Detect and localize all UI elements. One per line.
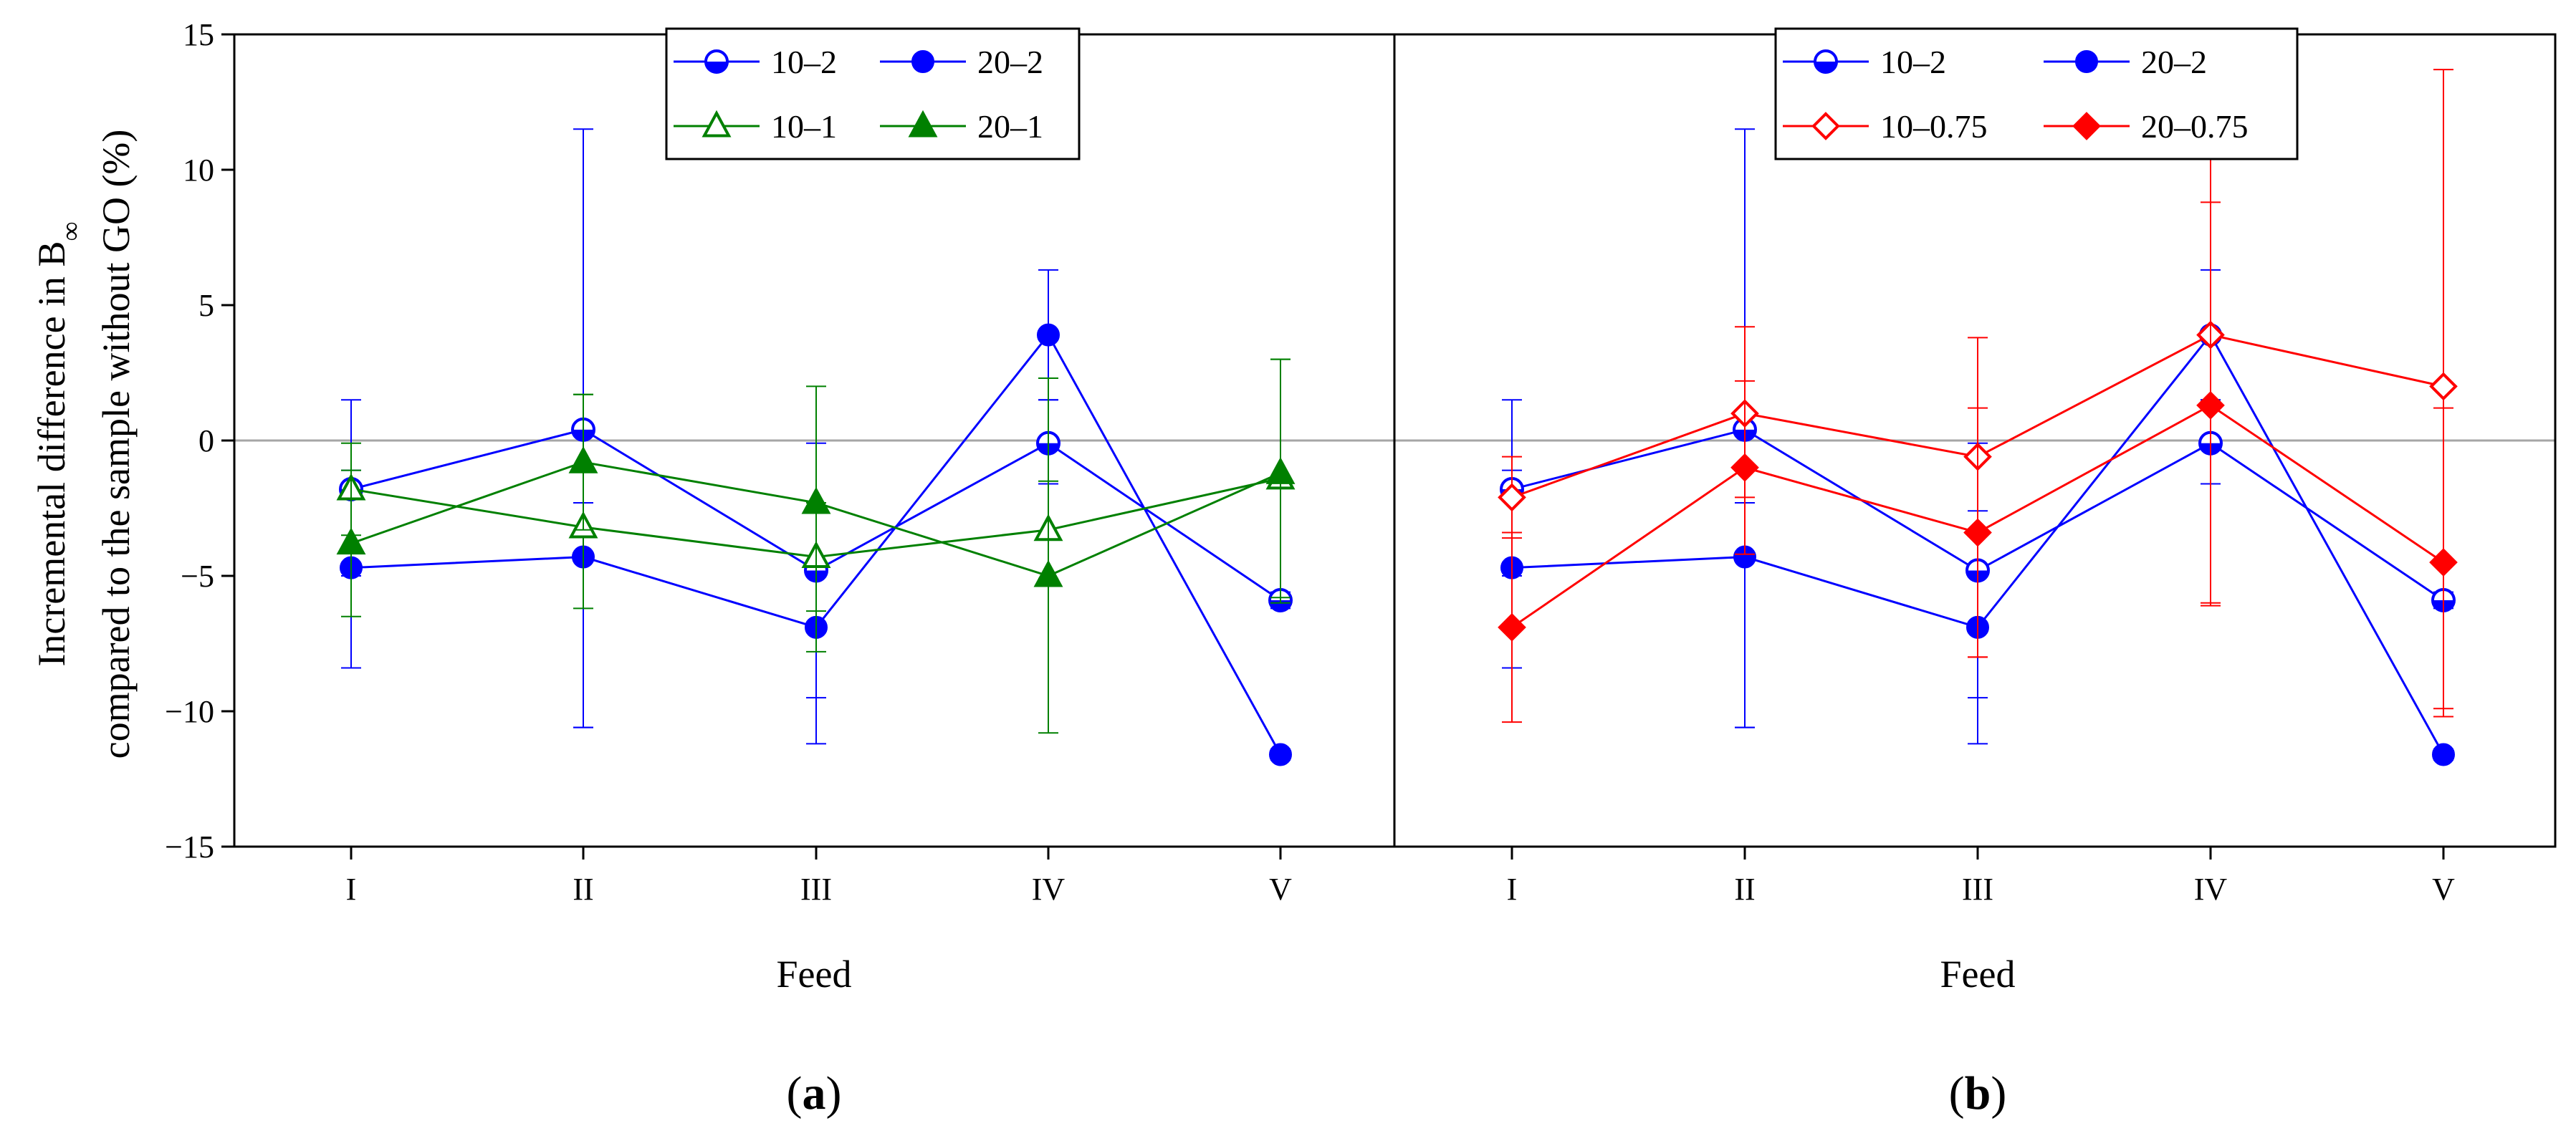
legend-item-20–0.75: 20–0.75 (2044, 108, 2249, 145)
data-point (1963, 518, 1992, 547)
data-point (1498, 483, 1526, 512)
data-point (801, 486, 831, 514)
legend-label: 10–2 (771, 44, 837, 80)
data-point (336, 527, 366, 555)
series-20–0.75 (1498, 201, 2458, 723)
x-tick-label: I (346, 872, 357, 907)
legend-item-10–0.75: 10–0.75 (1783, 108, 1988, 145)
data-point (1033, 559, 1063, 587)
x-tick-label: V (2432, 872, 2455, 907)
data-point (2196, 391, 2225, 420)
legend-label: 20–2 (977, 44, 1043, 80)
legend-marker (1814, 49, 1838, 74)
legend-box (1774, 27, 2299, 160)
x-tick-label: II (1734, 872, 1755, 907)
legend-item-10–2: 10–2 (1783, 44, 1946, 80)
y-axis-title-line-1: Incremental difference in B∞ (30, 221, 86, 666)
chart-panel-b: I II III IV V10–2 20–210–0.75 20–0.75 (1393, 27, 2557, 907)
legend: 10–2 20–2 10–0.75 20–0.75 (1774, 27, 2299, 160)
legend-label: 20–0.75 (2141, 108, 2249, 145)
y-axis-title-line-2: compared to the sample without GO (%) (95, 130, 138, 759)
legend-label: 10–2 (1880, 44, 1946, 80)
x-tick-label: II (573, 872, 593, 907)
legend-label: 10–1 (771, 108, 837, 145)
data-point (568, 446, 598, 473)
data-point (2432, 743, 2455, 766)
y-tick-label: −15 (165, 829, 214, 865)
legend: 10–2 20–2 10–1 20–1 (665, 27, 1081, 160)
legend-marker (702, 110, 732, 138)
x-tick-label: V (1269, 872, 1292, 907)
y-tick-label: −5 (181, 559, 214, 594)
legend-box (665, 27, 1081, 160)
legend-item-10–1: 10–1 (674, 108, 837, 145)
data-point (1498, 612, 1526, 642)
panel-label-letter: a (803, 1067, 826, 1120)
y-tick-label: 5 (198, 288, 214, 323)
x-tick-label: IV (2194, 872, 2228, 907)
x-tick-label: IV (1032, 872, 1066, 907)
y-axis-title-text: Incremental difference in B (30, 241, 73, 666)
legend-item-20–1: 20–1 (880, 108, 1043, 145)
panel-label-close-paren: ) (826, 1067, 842, 1120)
legend-label: 20–1 (977, 108, 1043, 145)
marker-fill (706, 62, 727, 72)
legend-label: 20–2 (2141, 44, 2207, 80)
legend-item-20–2: 20–2 (2044, 44, 2207, 80)
data-point (1269, 743, 1292, 766)
panel-label-open-paren: ( (1949, 1067, 1965, 1120)
data-point (2429, 548, 2458, 577)
panel-label-a: (a) (787, 1067, 842, 1120)
x-axis-title-a: Feed (777, 953, 852, 996)
data-point (2429, 372, 2458, 401)
legend-marker (2072, 112, 2101, 140)
legend-marker (908, 110, 938, 138)
y-tick-label: 0 (198, 423, 214, 458)
x-tick-label: III (800, 872, 832, 907)
subscript-infinity: ∞ (56, 221, 86, 241)
legend-label: 10–0.75 (1880, 108, 1988, 145)
legend-item-10–2: 10–2 (674, 44, 837, 80)
data-point (1265, 457, 1296, 484)
marker-fill (1815, 62, 1837, 72)
data-point (1037, 323, 1060, 347)
x-tick-label: I (1507, 872, 1518, 907)
x-tick-label: III (1962, 872, 1993, 907)
y-tick-label: 15 (183, 17, 214, 52)
legend-marker (704, 49, 729, 74)
y-tick-label: −10 (165, 694, 214, 729)
panel-label-letter: b (1965, 1067, 1991, 1120)
y-tick-label: 10 (183, 153, 214, 188)
panel-label-b: (b) (1949, 1067, 2007, 1120)
legend-marker (911, 50, 934, 73)
panel-label-open-paren: ( (787, 1067, 803, 1120)
legend-item-20–2: 20–2 (880, 44, 1043, 80)
legend-marker (1811, 112, 1840, 140)
data-point (1730, 453, 1759, 482)
panel-label-close-paren: ) (1991, 1067, 2006, 1120)
legend-marker (2075, 50, 2098, 73)
series-20–1 (336, 358, 1296, 734)
x-axis-title-b: Feed (1940, 953, 2016, 996)
